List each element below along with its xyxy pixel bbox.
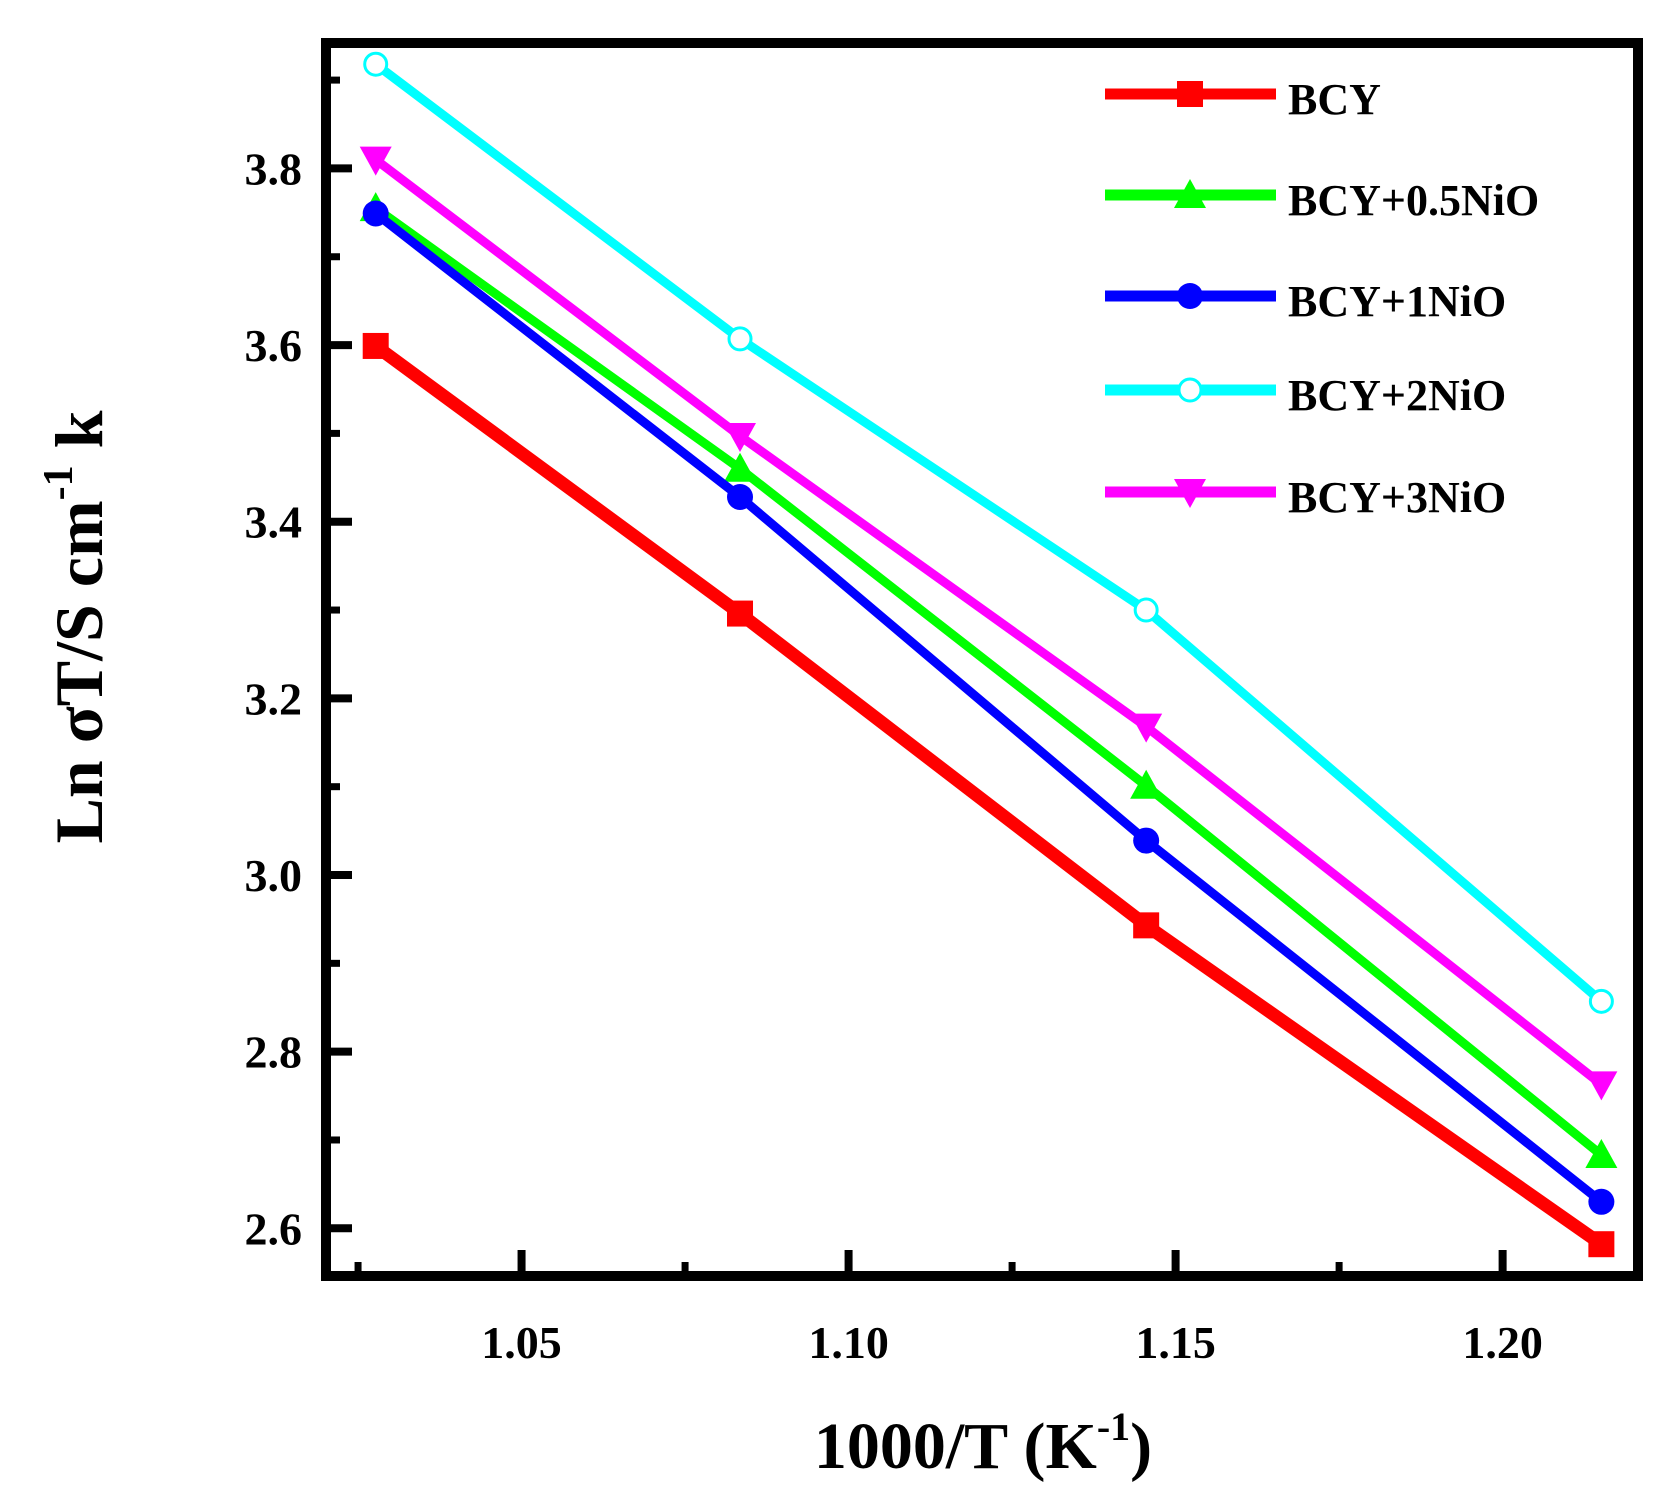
data-point	[1130, 769, 1163, 799]
series-line	[372, 60, 1605, 1005]
series-line	[373, 204, 1605, 1159]
series-bcy-0-5nio	[359, 192, 1618, 1168]
legend-marker-icon	[1174, 479, 1206, 508]
y-tick-label: 3.6	[245, 320, 303, 371]
data-point	[1585, 1071, 1618, 1101]
data-point	[724, 423, 757, 453]
series-line	[371, 340, 1606, 1250]
series-line	[372, 156, 1605, 1088]
series-bcy-2nio	[363, 51, 1614, 1014]
plot-series	[359, 51, 1618, 1258]
data-point	[363, 51, 389, 77]
legend-item: BCY+0.5NiO	[1105, 176, 1539, 225]
legend-label: BCY+1NiO	[1288, 277, 1506, 326]
legend-item: BCY+1NiO	[1105, 277, 1506, 326]
legend-item: BCY	[1105, 75, 1381, 124]
series-bcy-1nio	[362, 200, 1615, 1215]
legend-marker-icon	[1177, 81, 1203, 107]
legend-label: BCY	[1288, 75, 1381, 124]
data-point	[1133, 827, 1160, 854]
x-tick-label: 1.15	[1135, 1317, 1216, 1368]
legend-marker-icon	[1177, 377, 1203, 403]
x-tick-label: 1.20	[1462, 1317, 1543, 1368]
y-tick-label: 3.0	[245, 850, 303, 901]
data-point	[1133, 912, 1160, 939]
data-point	[727, 483, 754, 510]
legend-label: BCY+3NiO	[1288, 473, 1506, 522]
data-point	[1585, 1138, 1618, 1168]
data-point	[362, 200, 389, 227]
legend-item: BCY+2NiO	[1105, 371, 1506, 420]
plot-frame	[321, 38, 1643, 1281]
legend-label: BCY+0.5NiO	[1288, 176, 1539, 225]
data-point	[727, 600, 754, 627]
data-point	[1588, 1231, 1615, 1258]
x-tick-label: 1.10	[808, 1317, 889, 1368]
data-point	[362, 332, 389, 359]
legend-marker-icon	[1177, 283, 1203, 309]
data-point	[727, 326, 753, 352]
axis-ticks: 1.05 1.10 1.15 1.20 2.6 2.8 3.0 3.2 3.4 3.6 3.8	[245, 76, 1543, 1368]
legend-marker-icon	[1174, 179, 1206, 208]
data-point	[724, 452, 757, 482]
legend-item: BCY+3NiO	[1105, 473, 1506, 522]
series-bcy	[362, 332, 1615, 1258]
data-point	[1588, 1188, 1615, 1215]
y-tick-label: 2.8	[245, 1027, 303, 1078]
y-tick-label: 3.8	[245, 143, 303, 194]
data-point	[1130, 713, 1163, 743]
data-point	[359, 146, 392, 176]
legend: BCY BCY+0.5NiO BCY+1NiO BCY+2NiO BCY+3NiO	[1105, 75, 1539, 522]
x-axis-label: 1000/T (K-1)	[814, 1404, 1152, 1483]
legend-label: BCY+2NiO	[1288, 371, 1506, 420]
y-axis-label: Ln σT/S cm-1 k	[36, 410, 117, 843]
series-line	[372, 209, 1605, 1206]
y-tick-label: 2.6	[245, 1203, 303, 1254]
series-bcy-3nio	[359, 146, 1618, 1101]
data-point	[1588, 988, 1614, 1014]
x-tick-label: 1.05	[481, 1317, 562, 1368]
y-tick-label: 3.4	[245, 497, 303, 548]
y-tick-label: 3.2	[245, 673, 303, 724]
data-point	[1133, 597, 1159, 623]
